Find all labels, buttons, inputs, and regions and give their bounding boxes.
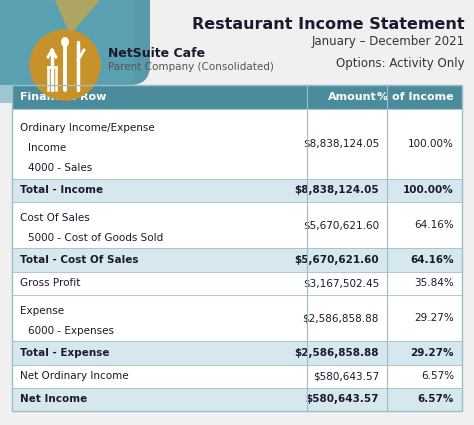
Text: 4000 - Sales: 4000 - Sales xyxy=(28,164,92,173)
Text: $8,838,124.05: $8,838,124.05 xyxy=(303,139,379,149)
FancyBboxPatch shape xyxy=(12,85,462,109)
FancyBboxPatch shape xyxy=(12,365,462,388)
Text: Amount: Amount xyxy=(328,92,377,102)
Text: Total - Cost Of Sales: Total - Cost Of Sales xyxy=(20,255,138,265)
Text: 6.57%: 6.57% xyxy=(421,371,454,381)
Text: 29.27%: 29.27% xyxy=(414,313,454,323)
Text: Parent Company (Consolidated): Parent Company (Consolidated) xyxy=(108,62,274,72)
Text: January – December 2021: January – December 2021 xyxy=(312,35,465,48)
Text: % of Income: % of Income xyxy=(377,92,454,102)
Text: $3,167,502.45: $3,167,502.45 xyxy=(303,278,379,288)
Text: 100.00%: 100.00% xyxy=(408,139,454,149)
Text: Options: Activity Only: Options: Activity Only xyxy=(337,57,465,70)
Ellipse shape xyxy=(61,37,69,47)
Text: 5000 - Cost of Goods Sold: 5000 - Cost of Goods Sold xyxy=(28,233,163,243)
Text: $580,643.57: $580,643.57 xyxy=(313,371,379,381)
FancyBboxPatch shape xyxy=(0,0,150,85)
FancyBboxPatch shape xyxy=(12,388,462,411)
Text: $8,838,124.05: $8,838,124.05 xyxy=(294,185,379,196)
Text: Income: Income xyxy=(28,143,66,153)
Text: $5,670,621.60: $5,670,621.60 xyxy=(303,220,379,230)
FancyBboxPatch shape xyxy=(12,295,462,341)
FancyBboxPatch shape xyxy=(12,248,462,272)
Text: Financial Row: Financial Row xyxy=(20,92,106,102)
FancyBboxPatch shape xyxy=(12,272,462,295)
Text: 6.57%: 6.57% xyxy=(418,394,454,404)
FancyBboxPatch shape xyxy=(0,0,133,103)
Text: Total - Expense: Total - Expense xyxy=(20,348,109,358)
Text: Cost Of Sales: Cost Of Sales xyxy=(20,213,90,223)
Text: NetSuite Cafe: NetSuite Cafe xyxy=(108,46,205,60)
Text: $2,586,858.88: $2,586,858.88 xyxy=(302,313,379,323)
Text: Net Income: Net Income xyxy=(20,394,87,404)
Text: 35.84%: 35.84% xyxy=(414,278,454,288)
Text: 6000 - Expenses: 6000 - Expenses xyxy=(28,326,114,336)
Polygon shape xyxy=(55,0,100,35)
Text: 100.00%: 100.00% xyxy=(403,185,454,196)
Text: $2,586,858.88: $2,586,858.88 xyxy=(294,348,379,358)
Text: 64.16%: 64.16% xyxy=(410,255,454,265)
Text: Total - Income: Total - Income xyxy=(20,185,103,196)
Text: Restaurant Income Statement: Restaurant Income Statement xyxy=(192,17,465,32)
Text: 64.16%: 64.16% xyxy=(414,220,454,230)
FancyBboxPatch shape xyxy=(12,178,462,202)
Text: Expense: Expense xyxy=(20,306,64,316)
Circle shape xyxy=(30,30,100,100)
FancyBboxPatch shape xyxy=(12,341,462,365)
Text: Gross Profit: Gross Profit xyxy=(20,278,81,288)
Text: Ordinary Income/Expense: Ordinary Income/Expense xyxy=(20,122,155,133)
Text: $5,670,621.60: $5,670,621.60 xyxy=(294,255,379,265)
Text: 29.27%: 29.27% xyxy=(410,348,454,358)
Text: $580,643.57: $580,643.57 xyxy=(306,394,379,404)
FancyBboxPatch shape xyxy=(12,109,462,178)
Text: Net Ordinary Income: Net Ordinary Income xyxy=(20,371,128,381)
FancyBboxPatch shape xyxy=(12,202,462,248)
